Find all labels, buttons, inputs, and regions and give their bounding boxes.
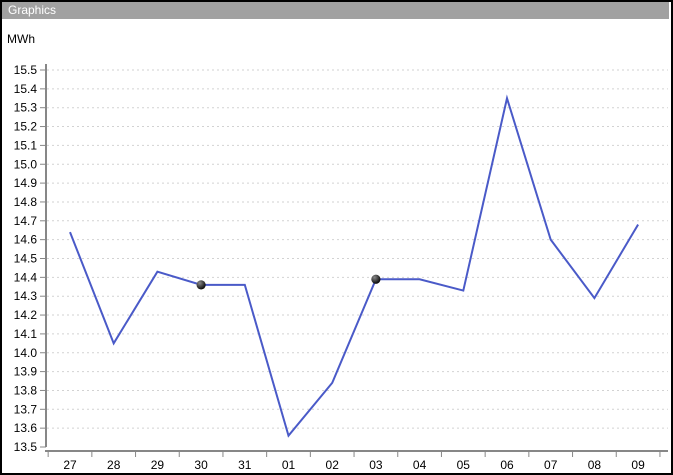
- y-axis-labels: 15.5 15.4 15.3 15.2 15.1 15.0 14.9 14.8 14.7 14.6…: [14, 63, 38, 454]
- x-tick-label: 03: [369, 458, 383, 472]
- y-tick-label: 15.1: [14, 138, 38, 152]
- y-tick-label: 14.0: [14, 346, 38, 360]
- y-tick-label: 13.5: [14, 440, 38, 454]
- y-tick-label: 13.8: [14, 383, 38, 397]
- x-tick-label: 28: [107, 458, 121, 472]
- y-tick-label: 15.0: [14, 157, 38, 171]
- y-tick-label: 15.2: [14, 120, 38, 134]
- x-tick-label: 01: [282, 458, 296, 472]
- data-line: [69, 94, 639, 438]
- y-tick-label: 15.3: [14, 101, 38, 115]
- axes: [40, 64, 668, 457]
- x-axis-labels: 27 28 29 30 31 01 02 03 04 05 06 07 08 09: [63, 458, 645, 472]
- x-tick-label: 05: [457, 458, 471, 472]
- window-title: Graphics: [8, 3, 57, 17]
- data-point-marker[interactable]: [371, 274, 381, 284]
- y-tick-label: 14.4: [14, 270, 38, 284]
- y-tick-label: 14.5: [14, 252, 38, 266]
- y-tick-label: 14.1: [14, 327, 38, 341]
- y-tick-label: 14.7: [14, 214, 38, 228]
- y-tick-label: 13.9: [14, 365, 38, 379]
- y-tick-label: 14.6: [14, 233, 38, 247]
- y-tick-label: 13.7: [14, 402, 38, 416]
- y-tick-label: 15.4: [14, 82, 38, 96]
- x-tick-label: 30: [194, 458, 208, 472]
- data-point-marker[interactable]: [196, 280, 206, 290]
- x-tick-label: 08: [588, 458, 602, 472]
- y-tick-label: 14.8: [14, 195, 38, 209]
- x-tick-label: 07: [544, 458, 558, 472]
- x-tick-label: 04: [413, 458, 427, 472]
- y-axis-unit-label: MWh: [7, 32, 35, 46]
- y-tick-label: 14.3: [14, 289, 38, 303]
- x-tick-label: 09: [631, 458, 645, 472]
- x-tick-label: 31: [238, 458, 252, 472]
- x-tick-label: 29: [151, 458, 165, 472]
- y-tick-label: 13.6: [14, 421, 38, 435]
- x-tick-label: 06: [500, 458, 514, 472]
- y-gridlines: [47, 69, 668, 429]
- x-tick-label: 02: [326, 458, 340, 472]
- x-tick-label: 27: [63, 458, 77, 472]
- y-tick-label: 14.9: [14, 176, 38, 190]
- y-tick-label: 14.2: [14, 308, 38, 322]
- y-tick-label: 15.5: [14, 63, 38, 77]
- title-bar[interactable]: Graphics: [2, 2, 669, 19]
